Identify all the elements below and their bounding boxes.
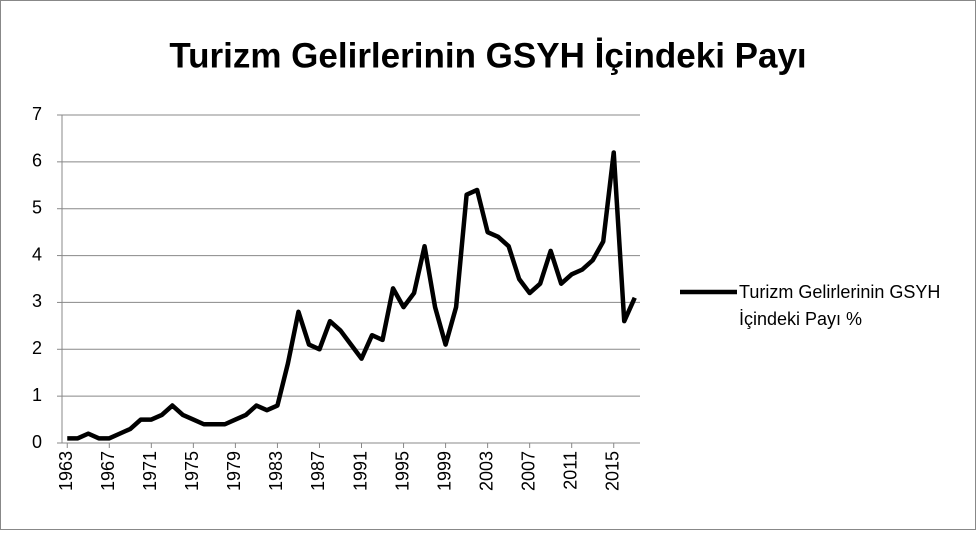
x-tick-label: 1963 [56,451,76,491]
x-tick-label: 1999 [434,451,454,491]
x-tick-label: 2011 [560,451,580,490]
x-tick-label: 1983 [266,451,286,491]
x-tick-label: 2003 [476,451,496,491]
chart-title: Turizm Gelirlerinin GSYH İçindeki Payı [169,36,806,75]
y-tick-label: 3 [32,291,42,311]
x-tick-label: 1967 [98,451,118,491]
legend-label: Turizm Gelirlerinin GSYH İçindeki Payı % [739,282,941,329]
x-tick-label: 2015 [602,451,622,491]
x-tick-label: 2007 [518,451,538,491]
y-tick-label: 1 [32,385,42,405]
x-tick-label: 1971 [140,451,160,491]
y-tick-label: 4 [32,244,42,264]
y-tick-label: 5 [32,197,42,217]
y-tick-label: 0 [32,432,42,452]
x-tick-label: 1979 [224,451,244,491]
y-tick-label: 2 [32,338,42,358]
x-tick-label: 1995 [392,451,412,491]
y-tick-label: 7 [32,104,42,124]
x-tick-label: 1975 [182,451,202,491]
data-line [67,150,637,441]
x-tick-label: 1991 [350,451,370,491]
y-tick-label: 6 [32,151,42,171]
x-tick-label: 1987 [308,451,328,491]
